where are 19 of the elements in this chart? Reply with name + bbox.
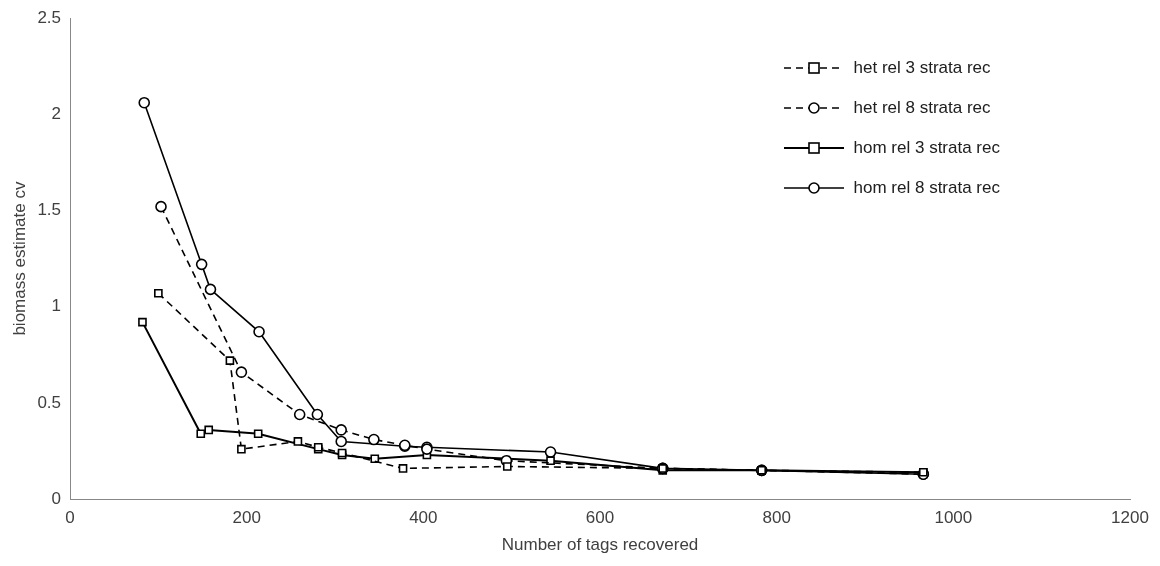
x-axis-title: Number of tags recovered xyxy=(501,535,699,555)
x-tick-label: 600 xyxy=(585,508,615,528)
legend-label: het rel 3 strata rec xyxy=(853,58,991,78)
x-tick-label: 200 xyxy=(232,508,261,528)
y-tick-label: 2.5 xyxy=(37,7,62,27)
y-tick-label: 1.5 xyxy=(37,200,62,220)
x-tick-label: 800 xyxy=(762,508,791,528)
y-tick-label: 2 xyxy=(51,103,62,123)
x-tick-label: 1200 xyxy=(1111,508,1149,528)
y-tick-label: 0 xyxy=(51,488,62,508)
y-axis-title: biomass estimate cv xyxy=(9,181,29,336)
x-tick-label: 0 xyxy=(65,508,75,528)
y-tick-label: 0.5 xyxy=(37,392,62,412)
x-tick-label: 1000 xyxy=(934,508,973,528)
x-tick-label: 400 xyxy=(409,508,438,528)
legend-label: hom rel 3 strata rec xyxy=(853,138,1000,158)
legend-label: hom rel 8 strata rec xyxy=(853,178,1000,198)
legend-label: het rel 8 strata rec xyxy=(853,98,991,118)
y-tick-label: 1 xyxy=(51,296,62,316)
